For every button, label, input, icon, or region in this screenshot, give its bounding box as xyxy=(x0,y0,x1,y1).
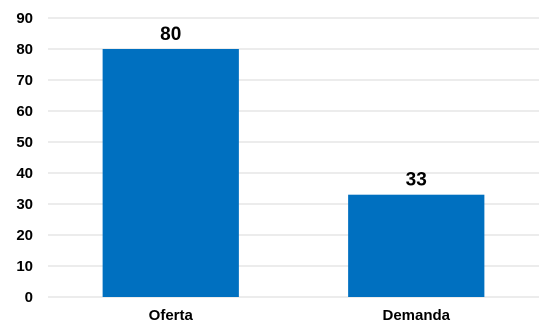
y-tick-label: 70 xyxy=(16,72,33,89)
data-label: 33 xyxy=(406,170,427,191)
bar-oferta xyxy=(102,49,239,297)
y-tick-label: 10 xyxy=(16,258,33,275)
x-axis-categories: Oferta Demanda xyxy=(149,307,451,324)
bar-demanda xyxy=(348,194,485,297)
y-tick-label: 90 xyxy=(16,10,33,27)
y-tick-label: 50 xyxy=(16,134,33,151)
y-axis-ticks: 0 10 20 30 40 50 60 70 80 90 xyxy=(16,10,33,306)
y-tick-label: 30 xyxy=(16,196,33,213)
bars xyxy=(102,49,485,297)
data-label: 80 xyxy=(160,24,181,45)
y-tick-label: 40 xyxy=(16,165,33,182)
y-tick-label: 20 xyxy=(16,227,33,244)
y-tick-label: 0 xyxy=(25,289,33,306)
data-labels: 80 33 xyxy=(160,24,427,191)
y-tick-label: 80 xyxy=(16,41,33,58)
y-tick-label: 60 xyxy=(16,103,33,120)
x-category-label: Demanda xyxy=(382,307,450,324)
x-category-label: Oferta xyxy=(149,307,194,324)
